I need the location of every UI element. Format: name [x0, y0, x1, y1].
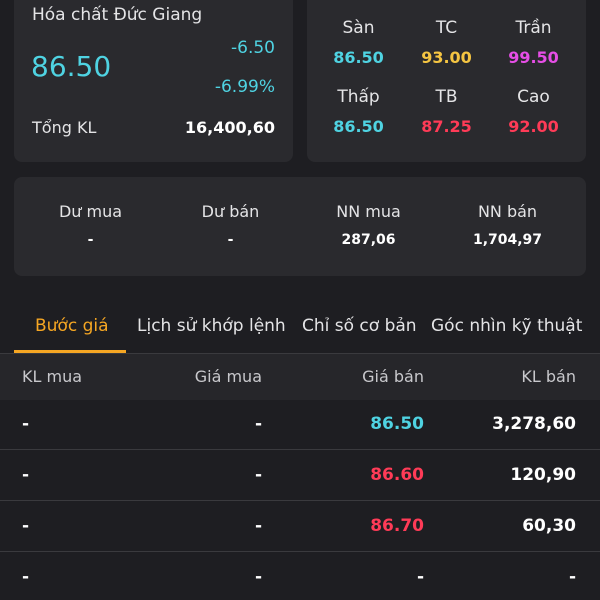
tab-technical-view[interactable]: Góc nhìn kỹ thuật: [431, 316, 583, 336]
ceiling-price: Trần 99.50: [487, 18, 580, 67]
floor-price-label: Sàn: [342, 18, 375, 38]
table-row[interactable]: - - 86.70 60,30: [0, 502, 600, 552]
ask-volume: 3,278,60: [492, 414, 576, 434]
ask-price: -: [416, 567, 424, 587]
average-price: TB 87.25: [400, 87, 493, 136]
price-change: -6.50: [231, 38, 275, 58]
order-flow-card: Dư mua - Dư bán - NN mua 287,06 NN bán 1…: [14, 177, 586, 276]
ask-volume: -: [568, 567, 576, 587]
total-volume-label: Tổng KL: [32, 118, 97, 137]
bid-surplus-value: -: [87, 232, 94, 248]
high-price-label: Cao: [517, 87, 550, 107]
header-bid-price: Giá mua: [194, 367, 262, 386]
bid-surplus: Dư mua -: [19, 202, 162, 248]
floor-price-value: 86.50: [333, 48, 384, 67]
low-price-label: Thấp: [337, 87, 380, 107]
header-ask-price: Giá bán: [362, 367, 424, 386]
ask-surplus: Dư bán -: [159, 202, 302, 248]
ask-price: 86.50: [370, 414, 424, 434]
ask-volume: 120,90: [510, 465, 576, 485]
tab-bar: Bước giá Lịch sử khớp lệnh Chỉ số cơ bản…: [0, 300, 600, 354]
average-price-value: 87.25: [421, 117, 472, 136]
foreign-sell-label: NN bán: [477, 202, 538, 221]
high-price-value: 92.00: [508, 117, 559, 136]
bid-surplus-label: Dư mua: [58, 202, 123, 221]
foreign-buy: NN mua 287,06: [297, 202, 440, 248]
bid-volume: -: [22, 516, 30, 536]
reference-price: TC 93.00: [400, 18, 493, 67]
active-tab-indicator: [14, 350, 126, 353]
reference-prices-card: Sàn 86.50 TC 93.00 Trần 99.50 Thấp 86.50…: [307, 0, 586, 162]
bid-price: -: [254, 516, 262, 536]
reference-price-label: TC: [435, 18, 458, 38]
bid-volume: -: [22, 465, 30, 485]
foreign-buy-value: 287,06: [341, 232, 396, 248]
table-row[interactable]: - - 86.50 3,278,60: [0, 400, 600, 450]
ask-surplus-value: -: [227, 232, 234, 248]
ask-surplus-label: Dư bán: [201, 202, 260, 221]
bid-price: -: [254, 414, 262, 434]
low-price: Thấp 86.50: [312, 87, 405, 136]
foreign-sell-value: 1,704,97: [472, 232, 543, 248]
quote-card: Hóa chất Đức Giang 86.50 -6.50 -6.99% Tổ…: [14, 0, 293, 162]
foreign-buy-label: NN mua: [336, 202, 401, 221]
last-price: 86.50: [31, 50, 112, 83]
high-price: Cao 92.00: [487, 87, 580, 136]
ask-price: 86.70: [370, 516, 424, 536]
table-row[interactable]: - - 86.60 120,90: [0, 451, 600, 501]
ask-volume: 60,30: [522, 516, 576, 536]
bid-volume: -: [22, 414, 30, 434]
bid-price: -: [254, 567, 262, 587]
ask-price: 86.60: [370, 465, 424, 485]
total-volume-value: 16,400,60: [184, 118, 275, 137]
bid-price: -: [254, 465, 262, 485]
header-ask-volume: KL bán: [521, 367, 576, 386]
tab-fundamentals[interactable]: Chỉ số cơ bản: [302, 316, 417, 336]
bid-volume: -: [22, 567, 30, 587]
foreign-sell: NN bán 1,704,97: [436, 202, 579, 248]
tab-match-history[interactable]: Lịch sử khớp lệnh: [137, 316, 286, 336]
price-change-percent: -6.99%: [214, 77, 275, 97]
tab-price-step[interactable]: Bước giá: [35, 316, 109, 336]
order-book-header: KL mua Giá mua Giá bán KL bán: [0, 354, 600, 400]
low-price-value: 86.50: [333, 117, 384, 136]
average-price-label: TB: [435, 87, 458, 107]
table-row[interactable]: ----: [0, 553, 600, 600]
ceiling-price-value: 99.50: [508, 48, 559, 67]
header-bid-volume: KL mua: [22, 367, 83, 386]
ceiling-price-label: Trần: [515, 18, 552, 38]
floor-price: Sàn 86.50: [312, 18, 405, 67]
stock-name: Hóa chất Đức Giang: [32, 5, 203, 25]
reference-price-value: 93.00: [421, 48, 472, 67]
